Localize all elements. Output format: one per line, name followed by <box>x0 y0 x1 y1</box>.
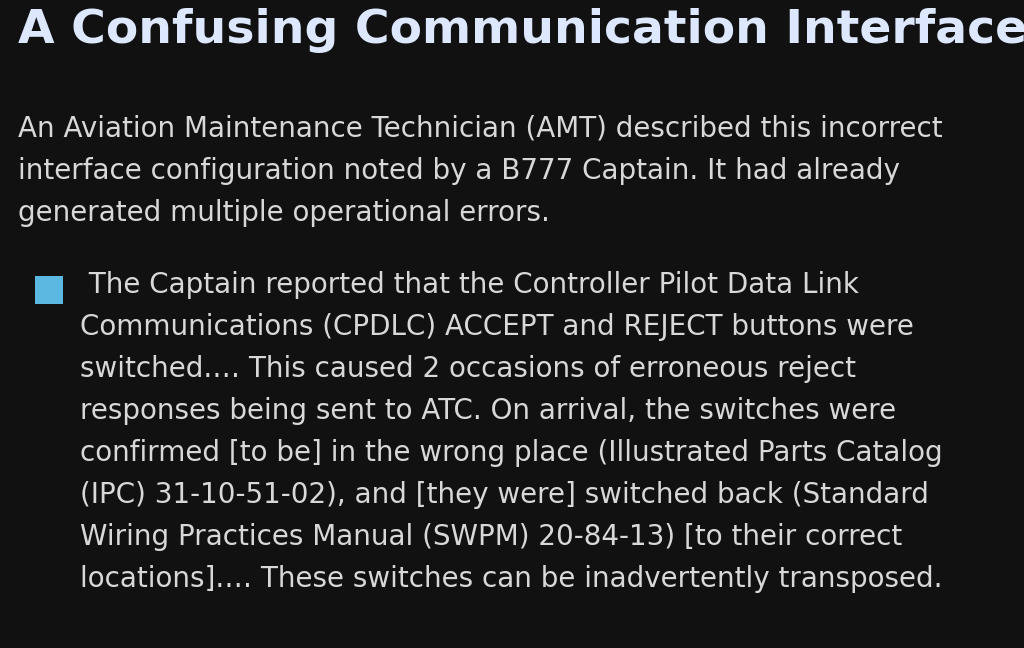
Text: locations].… These switches can be inadvertently transposed.: locations].… These switches can be inadv… <box>80 565 942 593</box>
Text: (IPC) 31-10-51-02), and [they were] switched back (Standard: (IPC) 31-10-51-02), and [they were] swit… <box>80 481 929 509</box>
Text: The Captain reported that the Controller Pilot Data Link: The Captain reported that the Controller… <box>80 271 859 299</box>
Text: confirmed [to be] in the wrong place (Illustrated Parts Catalog: confirmed [to be] in the wrong place (Il… <box>80 439 943 467</box>
Text: Wiring Practices Manual (SWPM) 20-84-13) [to their correct: Wiring Practices Manual (SWPM) 20-84-13)… <box>80 523 902 551</box>
Text: Communications (CPDLC) ACCEPT and REJECT buttons were: Communications (CPDLC) ACCEPT and REJECT… <box>80 313 913 341</box>
Text: responses being sent to ATC. On arrival, the switches were: responses being sent to ATC. On arrival,… <box>80 397 896 425</box>
Text: An Aviation Maintenance Technician (AMT) described this incorrect: An Aviation Maintenance Technician (AMT)… <box>18 115 943 143</box>
Text: A Confusing Communication Interface: A Confusing Communication Interface <box>18 8 1024 53</box>
Text: interface configuration noted by a B777 Captain. It had already: interface configuration noted by a B777 … <box>18 157 900 185</box>
Text: switched.… This caused 2 occasions of erroneous reject: switched.… This caused 2 occasions of er… <box>80 355 856 383</box>
Text: generated multiple operational errors.: generated multiple operational errors. <box>18 199 550 227</box>
